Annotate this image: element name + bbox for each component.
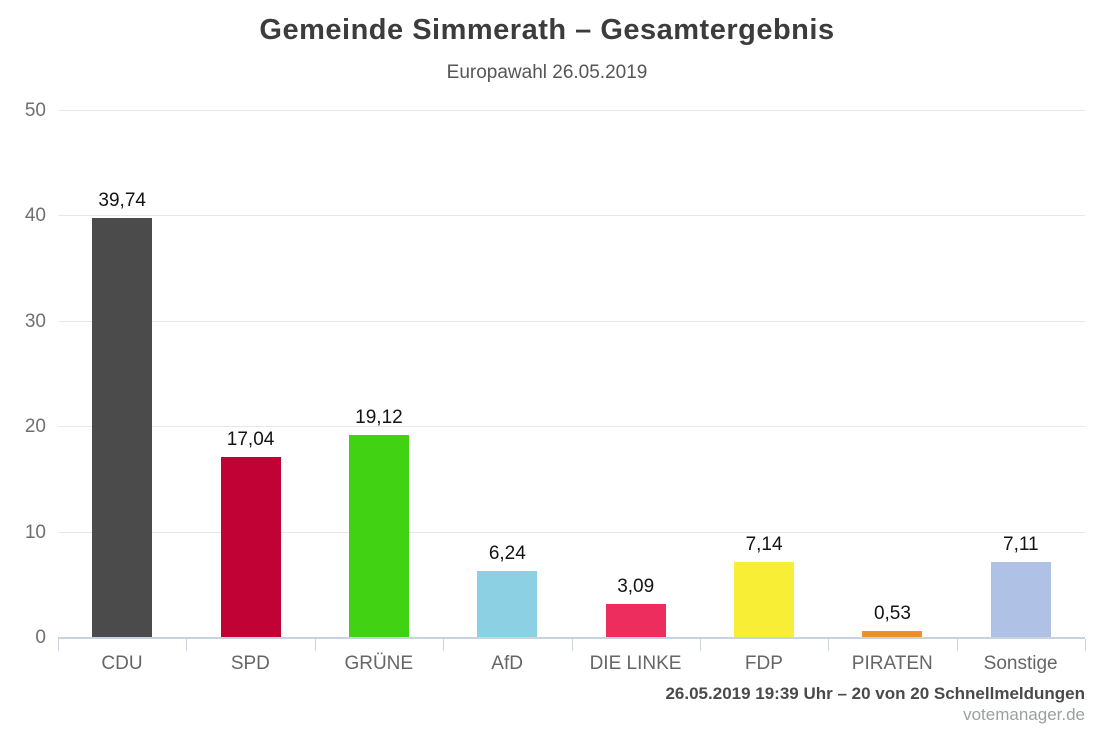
gridline-y-20 [58,426,1085,428]
y-tick-label-50: 50 [24,100,46,121]
bar-value-die-linke: 3,09 [617,576,655,598]
x-axis-tick [314,639,316,651]
x-axis-tick [1085,639,1086,651]
brand-watermark: votemanager.de [963,705,1085,724]
x-axis-tick [443,639,445,651]
bar-spd [220,457,281,637]
x-axis-tick [956,639,958,651]
y-tick-label-10: 10 [24,521,46,543]
x-category-label-afd: AfD [491,653,523,674]
x-category-label-die-linke: DIE LINKE [589,653,682,674]
x-axis-tick [828,639,830,651]
y-tick-label-0: 0 [35,627,46,648]
status-line: 26.05.2019 19:39 Uhr – 20 von 20 Schnell… [665,684,1085,703]
bar-sonstige [990,562,1051,637]
x-axis-tick [186,639,188,651]
bar-die-linke [605,604,666,637]
gridline-y-50 [58,110,1085,111]
gridline-y-10 [58,531,1085,533]
bar-value-sonstige: 7,11 [1003,534,1039,556]
plot-area: 39,74 17,04 19,12 6,24 3,09 7,14 0,53 7,11 [58,110,1086,651]
bar-value-piraten: 0,53 [873,603,911,625]
bar-value-cdu: 39,74 [98,190,146,212]
bar-afd [477,571,538,637]
x-category-label-cdu: CDU [101,653,143,674]
bar-cdu [92,218,153,637]
gridline-y-30 [58,320,1085,322]
x-category-label-spd: SPD [230,653,270,674]
chart-subtitle: Europawahl 26.05.2019 [446,62,648,83]
x-axis-tick [699,639,701,651]
gridline-y-40 [58,215,1085,217]
y-tick-label-40: 40 [24,205,46,227]
x-category-label-fdp: FDP [744,653,783,674]
bar-value-fdp: 7,14 [745,533,783,555]
bar-value-grüne: 19,12 [355,407,403,429]
x-category-label-grüne: GRÜNE [344,653,414,674]
bar-grüne [348,435,409,637]
y-tick-label-30: 30 [24,310,46,332]
bar-piraten [862,631,923,637]
bar-value-spd: 17,04 [226,429,275,451]
x-axis-tick [58,639,59,651]
chart-title: Gemeinde Simmerath – Gesamtergebnis [259,14,835,46]
x-axis-tick [571,639,573,651]
bar-fdp [734,561,795,637]
x-category-label-piraten: PIRATEN [851,653,933,674]
x-category-label-sonstige: Sonstige [983,653,1058,674]
bar-value-afd: 6,24 [488,543,526,565]
y-tick-label-20: 20 [24,416,46,438]
